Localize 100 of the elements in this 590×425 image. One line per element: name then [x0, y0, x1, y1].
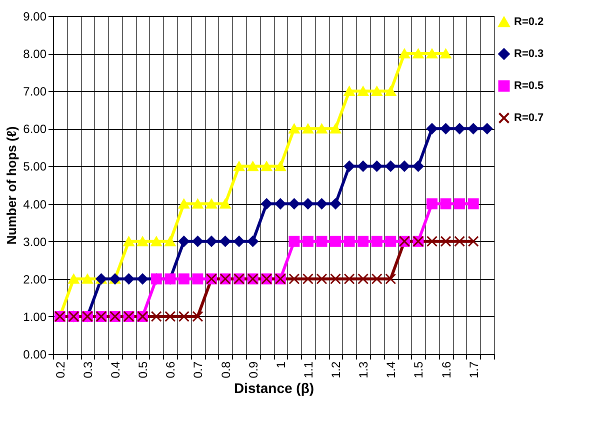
point [220, 236, 231, 247]
x-tick-label: 1.5 [412, 361, 426, 378]
point [371, 236, 382, 247]
x-tick-label: 1 [274, 361, 288, 368]
point [371, 273, 382, 284]
point [385, 86, 396, 96]
point [344, 86, 355, 96]
y-tick-label: 5.00 [23, 160, 47, 174]
point [468, 123, 479, 134]
point [288, 273, 300, 284]
point [247, 236, 258, 247]
point [82, 274, 93, 284]
point [454, 236, 466, 247]
point [150, 236, 162, 246]
x-axis-title: Distance (β) [234, 380, 314, 396]
y-tick-label: 3.00 [23, 234, 47, 249]
point [192, 198, 204, 209]
legend-label: R=0.7 [514, 112, 544, 124]
point [358, 273, 369, 284]
x-tick-label: 0.6 [164, 361, 178, 378]
point [330, 236, 342, 247]
y-tick-label: 2.00 [23, 272, 47, 286]
point [358, 236, 369, 247]
y-tick-label: 1.00 [23, 310, 47, 324]
point [454, 198, 466, 210]
y-tick-label: 7.00 [23, 84, 47, 99]
point [288, 198, 300, 210]
point [426, 198, 438, 210]
point [247, 161, 258, 172]
point [426, 48, 438, 58]
point [302, 124, 314, 134]
y-tick-label: 6.00 [23, 122, 47, 136]
x-tick-label: 1.1 [301, 361, 316, 378]
point [330, 124, 342, 134]
point [164, 236, 176, 246]
x-tick-label: 0.4 [108, 361, 123, 378]
point [316, 236, 328, 247]
y-tick-label: 0.00 [23, 348, 47, 362]
point [220, 198, 231, 209]
point [344, 273, 355, 284]
point [178, 273, 190, 284]
point [302, 273, 314, 284]
point [412, 48, 424, 58]
legend-label: R=0.3 [514, 48, 544, 60]
point [206, 198, 217, 209]
x-tick-label: 1.2 [329, 361, 344, 378]
point [288, 124, 300, 134]
point [398, 160, 410, 172]
point [234, 161, 245, 172]
point [358, 86, 369, 96]
y-tick-label: 9.00 [23, 10, 47, 24]
point [398, 48, 410, 58]
point [426, 123, 438, 134]
point [385, 160, 396, 172]
point [330, 198, 342, 210]
point [385, 273, 396, 284]
y-tick-label: 4.00 [23, 197, 47, 212]
y-tick-label: 8.00 [23, 47, 47, 62]
point [316, 124, 328, 134]
point [274, 198, 286, 210]
point [261, 161, 272, 172]
point [440, 123, 452, 134]
point [164, 310, 176, 322]
x-tick-label: 0.7 [191, 361, 206, 378]
point [344, 160, 355, 172]
point [468, 198, 479, 210]
point [274, 161, 286, 172]
point [302, 236, 314, 247]
point [454, 123, 466, 134]
x-tick-label: 1.3 [356, 361, 371, 378]
x-tick-label: 0.2 [53, 361, 68, 378]
x-tick-label: 0.3 [80, 361, 95, 378]
point [192, 236, 204, 247]
point [358, 160, 369, 172]
x-tick-label: 1.7 [466, 361, 481, 378]
point [468, 236, 479, 247]
point [123, 273, 134, 284]
x-tick-label: 1.6 [439, 361, 454, 378]
point [440, 236, 452, 247]
x-tick-label: 0.5 [136, 361, 150, 378]
point [192, 273, 204, 284]
point [412, 160, 424, 172]
point [68, 274, 80, 284]
point [206, 236, 217, 247]
y-axis-title: Number of hops (ℓ) [4, 126, 20, 245]
point [234, 236, 245, 247]
x-tick-label: 1.4 [384, 361, 398, 378]
point [371, 160, 382, 172]
point [426, 236, 438, 247]
point [316, 198, 328, 210]
point [385, 236, 396, 247]
point [137, 236, 148, 246]
point [440, 48, 452, 58]
point [150, 310, 162, 322]
point [440, 198, 452, 210]
point [482, 123, 493, 134]
x-tick-label: 0.8 [218, 361, 233, 378]
point [302, 198, 314, 210]
point [330, 273, 342, 284]
point [178, 198, 190, 209]
